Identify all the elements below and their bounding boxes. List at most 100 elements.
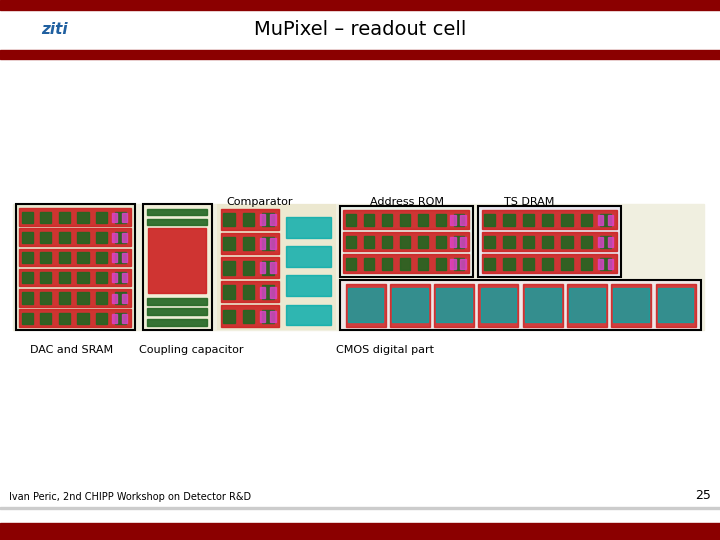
Bar [78,232,89,243]
Bar [22,313,33,324]
Bar [122,294,127,302]
Text: MuPixel – readout cell: MuPixel – readout cell [254,20,466,39]
Bar [400,214,410,226]
Bar [484,258,495,270]
Bar [460,259,466,269]
Bar [484,236,495,248]
Bar [523,284,563,327]
Bar [348,288,383,322]
Bar [270,214,276,225]
Bar [392,288,428,322]
Bar [217,204,336,330]
Bar [598,259,603,269]
Text: ziti: ziti [41,22,67,37]
Bar [478,284,518,327]
Bar [542,214,554,226]
Bar [243,213,254,226]
Bar [40,212,51,223]
Bar [78,293,89,303]
Bar [260,311,266,322]
Bar [287,217,331,238]
Bar [262,237,274,251]
Bar [22,232,33,243]
Bar [364,214,374,226]
Bar [567,284,607,327]
Bar [147,319,207,326]
Bar [243,237,254,251]
Bar [270,262,276,273]
Bar [122,314,127,323]
Bar [221,305,279,327]
Bar [598,215,603,225]
Bar [382,214,392,226]
Bar [114,293,126,303]
Bar [287,275,331,296]
Bar [22,212,33,223]
Bar [343,210,469,230]
Bar [658,288,693,322]
Bar [59,313,70,324]
Bar [569,288,605,322]
Bar [482,254,617,273]
Bar [96,293,107,303]
Bar [525,288,560,322]
Bar [482,232,617,251]
Bar [262,261,274,274]
Text: 25: 25 [696,489,711,502]
Bar [262,309,274,323]
Bar [613,288,649,322]
Bar [22,272,33,284]
Bar [221,208,279,230]
Bar [481,288,516,322]
Bar [450,215,456,225]
Bar [346,258,356,270]
Bar [580,214,592,226]
Bar [243,261,254,274]
Bar [40,272,51,284]
Bar [364,236,374,248]
Bar [19,289,131,307]
Bar [19,228,131,246]
Bar [270,287,276,298]
Bar [40,313,51,324]
Bar [340,206,473,277]
Bar [608,259,613,269]
Bar [611,284,652,327]
Bar [114,272,126,284]
Bar [96,232,107,243]
Bar [343,254,469,273]
Bar [503,214,515,226]
Bar [59,212,70,223]
Bar [484,214,495,226]
Bar [78,252,89,264]
Bar [147,308,207,315]
Bar [40,252,51,264]
Bar [59,252,70,264]
Bar [223,309,235,323]
Bar [78,272,89,284]
Bar [436,236,446,248]
Bar [112,273,117,282]
Bar [346,214,356,226]
Bar [22,252,33,264]
Bar [122,213,127,222]
Text: Ivan Peric, 2nd CHIPP Workshop on Detector R&D: Ivan Peric, 2nd CHIPP Workshop on Detect… [9,492,251,502]
Bar [59,232,70,243]
Bar [523,236,534,248]
Bar [270,238,276,249]
Bar [96,252,107,264]
Bar [434,284,474,327]
Bar [436,288,472,322]
Bar [600,258,611,270]
Bar [600,236,611,248]
Bar [19,248,131,266]
Bar [523,258,534,270]
Bar [112,233,117,242]
Bar [343,232,469,251]
Bar [523,214,534,226]
Bar [364,258,374,270]
Bar [223,213,235,226]
Bar [346,284,386,327]
Bar [418,236,428,248]
Bar [503,236,515,248]
